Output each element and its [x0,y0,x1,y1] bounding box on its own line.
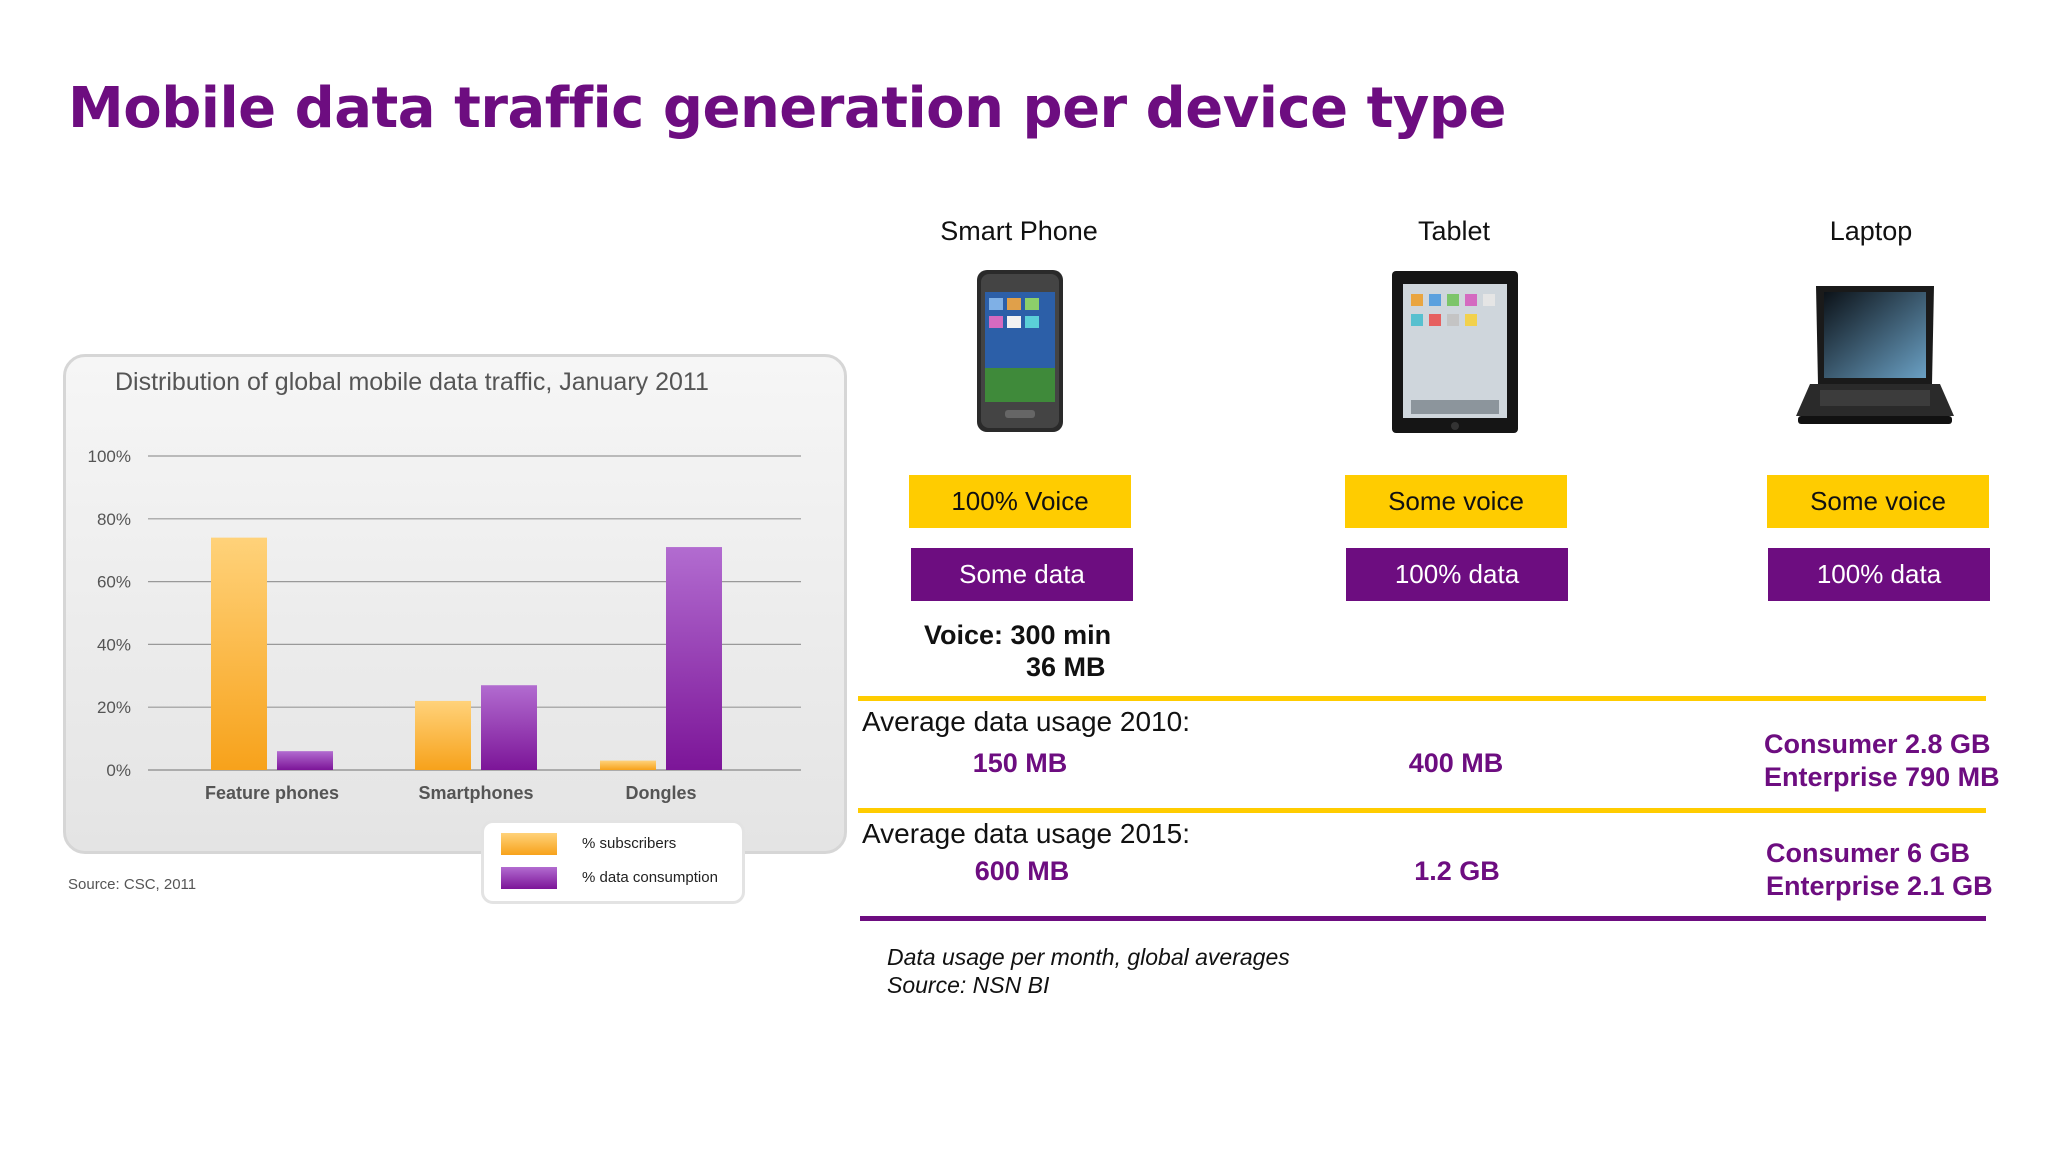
row-label-2015: Average data usage 2015: [862,818,1190,849]
device-name-smartphone: Smart Phone [940,216,1098,246]
tablet-icon [1392,271,1518,433]
pill-voice-tablet: Some voice [1345,475,1567,528]
usage-2010-smartphone: 150 MB [972,748,1068,778]
y-tick-label: 60% [97,573,131,592]
usage-2015-smartphone: 600 MB [974,856,1070,886]
legend-label-subscribers: % subscribers [582,835,677,852]
y-tick-label: 100% [88,447,131,466]
footnote-usage: Data usage per month, global averages [887,944,1290,970]
usage-2010-laptop-enterprise: Enterprise 790 MB [1764,762,2000,792]
divider-bottom [860,916,1986,921]
y-tick-label: 80% [97,510,131,529]
legend-swatch-data-consumption [501,867,557,889]
chart-source: Source: CSC, 2011 [68,876,197,893]
usage-2010-tablet: 400 MB [1408,748,1504,778]
x-tick-label: Dongles [625,783,696,803]
bar-data-consumption-smartphones [481,685,537,770]
bar-chart: 0% 20% 40% 60% 80% 100% Feature phones Smartpho… [88,447,801,803]
device-name-tablet: Tablet [1417,216,1491,246]
pill-data-tablet: 100% data [1346,548,1568,601]
legend-swatch-subscribers [501,833,557,855]
divider-top [858,696,1986,701]
labels-layer: 0% 20% 40% 60% 80% 100% Feature phones Smartpho… [88,447,697,803]
bar-data-consumption-feature-phones [277,751,333,770]
chart-title: Distribution of global mobile data traff… [115,368,709,396]
footnote-source: Source: NSN BI [887,972,1050,998]
bars-layer [211,537,722,770]
bar-subscribers-feature-phones [211,537,267,770]
pill-voice-smartphone: 100% Voice [909,475,1131,528]
row-label-2010: Average data usage 2010: [862,706,1190,737]
pill-data-laptop: 100% data [1768,548,1990,601]
device-name-laptop: Laptop [1829,216,1913,246]
pill-voice-laptop: Some voice [1767,475,1989,528]
laptop-icon [1796,286,1954,424]
divider-middle [858,808,1986,813]
usage-2015-laptop-enterprise: Enterprise 2.1 GB [1766,871,1993,901]
chart-legend: % subscribers % data consumption [481,820,745,904]
usage-2015-laptop-consumer: Consumer 6 GB [1766,838,1971,868]
x-tick-label: Feature phones [205,783,339,803]
x-tick-label: Smartphones [418,783,533,803]
usage-2015-tablet: 1.2 GB [1414,856,1500,886]
bar-subscribers-smartphones [415,700,471,770]
slide-title: Mobile data traffic generation per devic… [68,76,1506,141]
y-tick-label: 40% [97,635,131,654]
smartphone-data-note: 36 MB [1026,652,1106,682]
smartphone-voice-note: Voice: 300 min [924,620,1112,650]
bar-subscribers-dongles [600,760,656,770]
bar-data-consumption-dongles [666,547,722,770]
legend-label-data-consumption: % data consumption [582,869,718,886]
y-tick-label: 0% [106,761,131,780]
usage-2010-laptop-consumer: Consumer 2.8 GB [1764,729,1991,759]
pill-data-smartphone: Some data [911,548,1133,601]
y-tick-label: 20% [97,698,131,717]
smartphone-icon [977,270,1063,432]
